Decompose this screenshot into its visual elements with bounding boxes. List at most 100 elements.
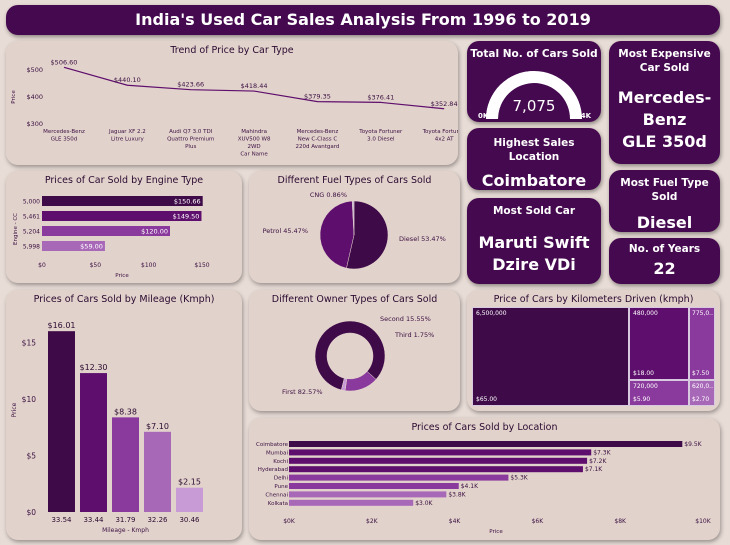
treemap-cell[interactable]: 720,000 $5.90 (629, 380, 689, 406)
trend-y-label: Price (11, 90, 17, 104)
treemap-cell-km: 720,000 (633, 383, 658, 390)
fuel-title: Different Fuel Types of Cars Sold (277, 175, 432, 186)
gauge-fill (486, 71, 535, 119)
fuel-slice (346, 200, 389, 270)
location-x-tick: $10K (695, 518, 711, 525)
location-x-tick: $4K (449, 518, 462, 525)
mileage-y-tick: $5 (26, 452, 36, 461)
treemap-cell[interactable]: 775,0.. $7.50 (689, 307, 715, 380)
location-y-tick: Coimbatore (256, 442, 289, 448)
trend-data-label: $418.44 (241, 82, 268, 90)
location-y-tick: Pune (274, 484, 288, 490)
years-title: No. of Years (628, 243, 701, 255)
trend-y-tick: $300 (26, 120, 43, 128)
engine-y-label: Engine - CC (13, 213, 19, 245)
trend-data-label: $506.60 (51, 58, 78, 66)
owner-chart: First 82.57% Second 15.55% Third 1.75% (282, 315, 434, 396)
trend-x-tick: Jaguar XF 2.2 (108, 129, 146, 135)
trend-x-tick: Mercedes-Benz (297, 129, 339, 135)
location-x-tick: $2K (366, 518, 379, 525)
fuel-slice (319, 200, 355, 269)
fuel-slice-label: CNG 0.86% (310, 191, 347, 199)
location-bar (289, 483, 459, 489)
location-y-tick: Mumbai (266, 450, 288, 456)
trend-x-tick: 4x2 AT (435, 137, 454, 143)
trend-x-tick: Mercedes-Benz (43, 129, 85, 135)
location-x-tick: $0K (283, 518, 296, 525)
owner-title: Different Owner Types of Cars Sold (271, 294, 438, 305)
trend-x-tick: 3.0 Diesel (367, 137, 395, 143)
location-bar (289, 491, 447, 498)
engine-x-tick: $0 (38, 262, 46, 269)
engine-y-tick: 5,998 (23, 244, 40, 251)
mileage-data-label: $12.30 (80, 363, 108, 372)
location-bar (289, 449, 592, 456)
trend-data-label: $379.35 (304, 93, 331, 101)
fuel-slice-label: Petrol 45.47% (263, 227, 308, 235)
most-expensive-card: Most Expensive Car Sold Mercedes- Benz G… (609, 41, 720, 164)
fuel-slice-label: Diesel 53.47% (399, 235, 446, 243)
treemap-chart: 6,500,000 $65.00 480,000 $18.00 775,0.. … (472, 307, 715, 406)
engine-bar (42, 196, 203, 206)
mileage-data-label: $16.01 (48, 321, 76, 330)
location-bar (289, 457, 588, 464)
engine-bar (42, 226, 170, 236)
location-bar (289, 474, 509, 481)
years-value: 22 (653, 259, 676, 278)
engine-bar (42, 241, 105, 251)
location-data-label: $4.1K (461, 483, 479, 490)
location-chart: Coimbatore $9.5K Mumbai $7.3K Kochi $7.2K Hyde… (256, 441, 712, 535)
engine-x-tick: $50 (90, 262, 102, 269)
location-bar (289, 466, 583, 473)
mileage-bar (144, 431, 171, 512)
engine-bar (42, 211, 202, 221)
trend-data-label: $423.66 (177, 81, 204, 89)
treemap-cell[interactable]: 620,0.. $2.70 (689, 380, 715, 406)
trend-x-tick: Litre Luxury (111, 137, 144, 143)
trend-x-tick: Quattro Premium (167, 137, 214, 143)
mileage-x-tick: 33.54 (51, 516, 72, 524)
total-cars-title: Total No. of Cars Sold (470, 48, 598, 60)
location-data-label: $7.2K (589, 458, 607, 465)
trend-title: Trend of Price by Car Type (170, 45, 294, 56)
treemap-cell[interactable]: 480,000 $18.00 (629, 307, 689, 380)
most-expensive-title: Most Expensive Car Sold (618, 48, 711, 74)
mileage-y-tick: $0 (26, 508, 36, 517)
trend-x-tick: Toyota Fortuner (358, 129, 403, 135)
location-x-tick: $8K (614, 518, 627, 525)
treemap-cell-price: $65.00 (476, 396, 497, 403)
mileage-x-tick: 31.79 (115, 516, 135, 524)
treemap-cell-price: $7.50 (692, 370, 710, 377)
mileage-bar (48, 331, 75, 512)
most-fuel-value: Diesel (636, 213, 693, 232)
trend-x-label: Car Name (240, 152, 268, 158)
location-x-label: Price (489, 529, 503, 535)
mileage-title: Prices of Cars Sold by Mileage (Kmph) (33, 294, 215, 305)
engine-title: Prices of Car Sold by Engine Type (44, 175, 204, 186)
mileage-bar (176, 487, 203, 512)
location-data-label: $7.1K (585, 466, 603, 473)
engine-y-tick: 5,461 (23, 214, 40, 221)
location-y-tick: Hyderabad (258, 467, 288, 473)
mileage-data-label: $2.15 (178, 478, 201, 487)
location-y-tick: Kochi (273, 459, 288, 465)
trend-y-tick: $400 (26, 93, 43, 101)
owner-card: Different Owner Types of Cars Sold First… (249, 290, 460, 411)
total-cars-card: Total No. of Cars Sold 7,075 0K 14K (467, 41, 601, 122)
highest-location-value: Coimbatore (481, 171, 587, 190)
mileage-x-label: Mileage - Kmph (102, 527, 149, 534)
gauge-min: 0K (478, 112, 489, 120)
highest-location-card: Highest Sales Location Coimbatore (467, 128, 601, 190)
owner-slice-label: Second 15.55% (380, 315, 431, 323)
location-data-label: $9.5K (684, 441, 702, 448)
trend-x-tick: Audi Q7 3.0 TDI (169, 129, 213, 135)
location-card: Prices of Cars Sold by Location Coimbato… (249, 418, 720, 540)
location-y-tick: Chennai (265, 492, 288, 498)
gauge-max: 14K (576, 112, 592, 120)
trend-x-tick: Plus (185, 144, 196, 150)
highest-location-title: Highest Sales Location (493, 137, 575, 163)
trend-data-label: $352.84 (431, 100, 458, 108)
engine-data-label: $120.00 (141, 228, 168, 236)
treemap-cell[interactable]: 6,500,000 $65.00 (472, 307, 629, 406)
trend-x-tick: 2WD (247, 144, 260, 150)
